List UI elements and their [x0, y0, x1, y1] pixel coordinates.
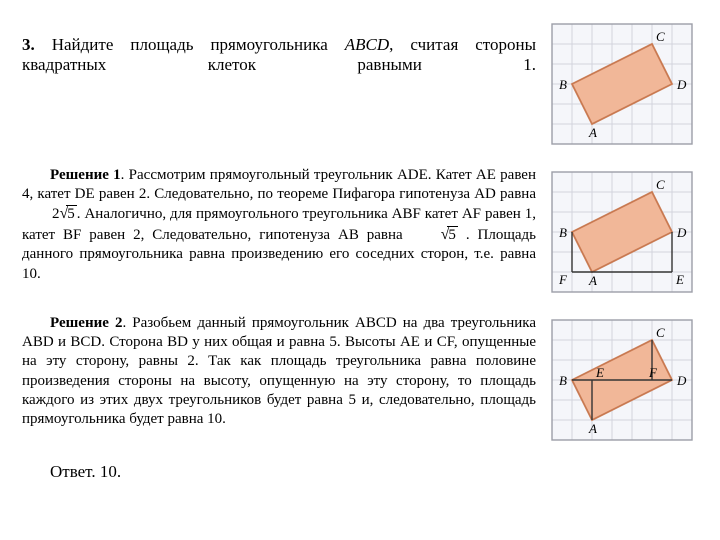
solution-2-label: Решение 2	[50, 315, 122, 331]
figure-2: A B C D E F	[546, 166, 698, 298]
svg-text:E: E	[675, 272, 684, 287]
problem-text-1: Найдите площадь прямоугольника	[52, 35, 345, 54]
problem-text-block: 3. Найдите площадь прямоугольника ABCD, …	[22, 18, 546, 92]
solution-2-text: Решение 2. Разобьем данный прямоугольник…	[22, 314, 546, 429]
svg-text:C: C	[656, 29, 665, 44]
svg-text:F: F	[558, 272, 568, 287]
svg-text:E: E	[595, 365, 604, 380]
answer-value: 10.	[100, 462, 121, 481]
solution-2-paragraph: Решение 2. Разобьем данный прямоугольник…	[22, 314, 536, 429]
svg-text:C: C	[656, 325, 665, 340]
figure-3: A B C D E F	[546, 314, 698, 446]
answer-label: Ответ.	[50, 462, 96, 481]
problem-abcd: ABCD	[345, 35, 389, 54]
svg-text:B: B	[559, 373, 567, 388]
sqrt-2root5: 2√5	[22, 204, 77, 224]
svg-text:A: A	[588, 125, 597, 140]
sqrt-root5: √5	[411, 225, 458, 245]
solution-1-label: Решение 1	[50, 167, 121, 183]
svg-text:D: D	[676, 225, 687, 240]
problem-row: 3. Найдите площадь прямоугольника ABCD, …	[22, 18, 698, 150]
figure-1: A B C D	[546, 18, 698, 150]
svg-text:A: A	[588, 421, 597, 436]
solution-1-row: Решение 1. Рассмотрим прямоугольный треу…	[22, 166, 698, 298]
answer-line: Ответ. 10.	[50, 462, 698, 482]
solution-1-paragraph: Решение 1. Рассмотрим прямоугольный треу…	[22, 166, 536, 284]
solution-2-row: Решение 2. Разобьем данный прямоугольник…	[22, 314, 698, 446]
svg-text:B: B	[559, 225, 567, 240]
svg-text:B: B	[559, 77, 567, 92]
problem-number: 3.	[22, 35, 35, 54]
svg-text:D: D	[676, 373, 687, 388]
solution-1-text: Решение 1. Рассмотрим прямоугольный треу…	[22, 166, 546, 284]
problem-statement: 3. Найдите площадь прямоугольника ABCD, …	[22, 35, 536, 75]
svg-text:C: C	[656, 177, 665, 192]
svg-text:D: D	[676, 77, 687, 92]
svg-text:F: F	[648, 365, 658, 380]
svg-text:A: A	[588, 273, 597, 288]
solution-2-t: . Разобьем данный прямоугольник ABCD на …	[22, 315, 536, 427]
